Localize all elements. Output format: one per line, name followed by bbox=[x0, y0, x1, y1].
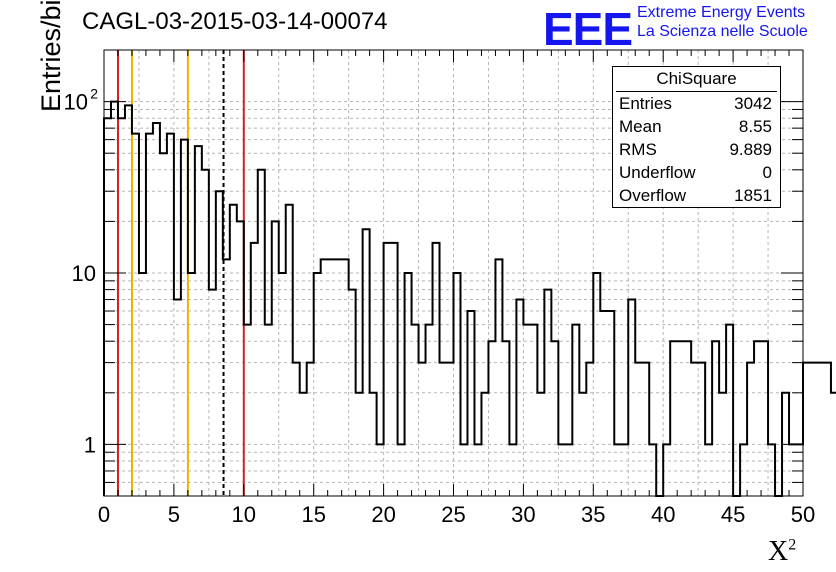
stats-label: Overflow bbox=[619, 186, 687, 205]
x-tick-label: 50 bbox=[791, 502, 815, 527]
x-axis-label-base: X bbox=[768, 536, 789, 567]
stats-label: RMS bbox=[619, 140, 657, 159]
y-tick-label-exponent: 2 bbox=[90, 86, 98, 102]
stats-value: 9.889 bbox=[729, 140, 772, 159]
stats-row: Mean 8.55 bbox=[613, 115, 780, 138]
y-tick-label: 10 bbox=[64, 90, 88, 115]
x-tick-label: 20 bbox=[371, 502, 395, 527]
stats-value: 8.55 bbox=[738, 117, 772, 136]
chart-title: CAGL-03-2015-03-14-00074 bbox=[82, 8, 388, 35]
stats-row: RMS 9.889 bbox=[613, 138, 780, 161]
y-axis-label: Entries/bin bbox=[36, 0, 66, 112]
logo-line-1: Extreme Energy Events bbox=[637, 4, 806, 21]
x-tick-label: 40 bbox=[651, 502, 675, 527]
stats-label: Underflow bbox=[619, 163, 696, 182]
x-axis-label: X2 bbox=[768, 536, 796, 568]
x-axis-label-sup: 2 bbox=[788, 536, 797, 554]
histogram-line bbox=[103, 100, 836, 497]
stats-value: 3042 bbox=[734, 94, 772, 113]
stats-title: ChiSquare bbox=[656, 69, 737, 88]
stats-label: Entries bbox=[619, 94, 672, 113]
y-tick-label: 1 bbox=[84, 432, 96, 457]
stats-box: ChiSquare Entries 3042 Mean 8.55 RMS 9.889 … bbox=[612, 66, 781, 208]
x-tick-label: 0 bbox=[98, 502, 110, 527]
x-tick-label: 35 bbox=[581, 502, 605, 527]
x-tick-label: 25 bbox=[441, 502, 465, 527]
eee-logo: EEE bbox=[543, 3, 633, 55]
stats-row: Underflow 0 bbox=[613, 161, 780, 184]
x-tick-label: 45 bbox=[721, 502, 745, 527]
x-tick-label: 15 bbox=[301, 502, 325, 527]
logo-line-2: La Scienza nelle Scuole bbox=[637, 23, 808, 40]
y-tick-label: 10 bbox=[72, 261, 96, 286]
x-tick-label: 30 bbox=[511, 502, 535, 527]
stats-row: Entries 3042 bbox=[613, 92, 780, 115]
axis-ticks bbox=[103, 49, 804, 497]
x-tick-label: 5 bbox=[168, 502, 180, 527]
stats-value: 1851 bbox=[734, 186, 772, 205]
x-tick-label: 10 bbox=[232, 502, 256, 527]
logo-caption: Extreme Energy Events La Scienza nelle S… bbox=[637, 3, 808, 41]
stats-row: Overflow 1851 bbox=[613, 184, 780, 207]
stats-value: 0 bbox=[762, 163, 772, 182]
stats-label: Mean bbox=[619, 117, 662, 136]
stats-separator bbox=[616, 91, 777, 92]
